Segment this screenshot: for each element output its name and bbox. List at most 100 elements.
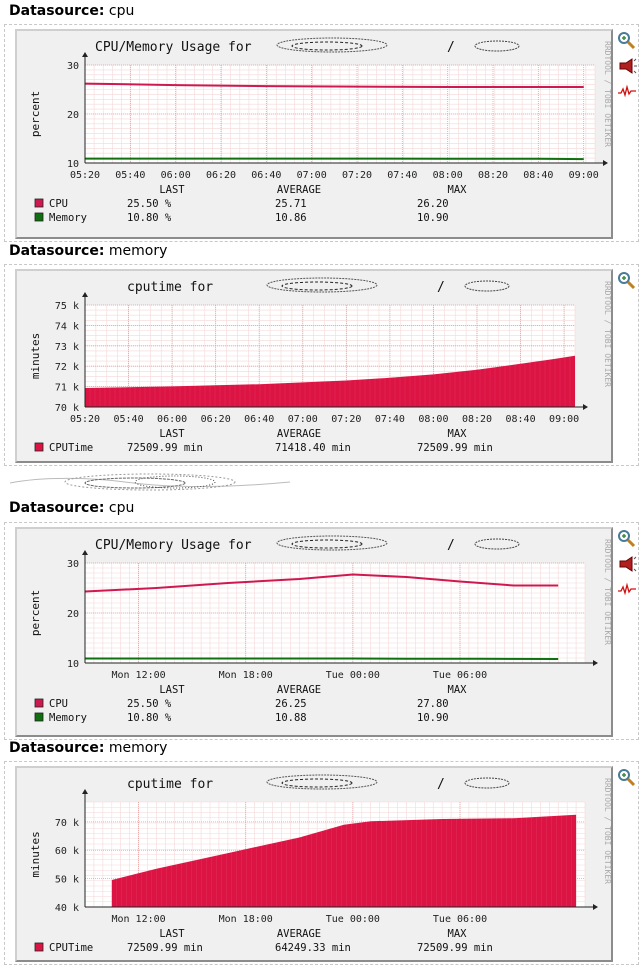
scribble bbox=[281, 281, 353, 291]
x-axis-arrow bbox=[603, 160, 608, 166]
y-axis-arrow bbox=[82, 52, 88, 57]
y-axis-arrow bbox=[82, 789, 88, 794]
x-tick-label: Tue 00:00 bbox=[326, 670, 380, 681]
y-tick-label: 10 bbox=[67, 159, 79, 170]
y-tick-label: 75 k bbox=[55, 301, 79, 312]
scribble bbox=[291, 41, 363, 51]
zoom-icon[interactable] bbox=[617, 31, 637, 51]
trend-icon[interactable] bbox=[617, 579, 637, 599]
y-axis-label: minutes bbox=[29, 333, 42, 379]
trend-icon[interactable] bbox=[617, 81, 637, 101]
x-tick-label: Mon 18:00 bbox=[219, 914, 273, 925]
y-tick-label: 10 bbox=[67, 659, 79, 670]
legend-series-name: Memory bbox=[49, 212, 87, 224]
scribble bbox=[276, 535, 388, 551]
y-axis-label: percent bbox=[29, 590, 42, 636]
graph-image[interactable]: 70 k 71 k 72 k 73 k 74 k 75 k 05:20 05:40 06:00 0… bbox=[15, 269, 613, 463]
legend-last: 10.80 % bbox=[127, 212, 172, 224]
legend-header: LAST bbox=[159, 928, 185, 940]
series-line-memory bbox=[85, 657, 559, 660]
x-tick-label: 05:20 bbox=[70, 170, 100, 181]
legend-header: LAST bbox=[159, 184, 185, 196]
x-tick-label: 05:40 bbox=[114, 414, 144, 425]
legend-average: 10.88 bbox=[275, 712, 307, 724]
legend-max: 26.20 bbox=[417, 198, 449, 210]
graph-frame: 10 20 30 Mon 12:00 Mon 18:00 Tue 00:00 Tue 06:… bbox=[4, 522, 639, 740]
x-tick-label: 06:40 bbox=[251, 170, 281, 181]
x-tick-label: 08:20 bbox=[462, 414, 492, 425]
scribble bbox=[464, 777, 510, 789]
y-tick-label: 20 bbox=[67, 110, 79, 121]
legend-header: MAX bbox=[448, 428, 468, 440]
chart-title: CPU/Memory Usage for bbox=[95, 40, 252, 55]
chart-svg: 10 20 30 05:20 05:40 06:00 06:20 06:40 07:00 07:2… bbox=[29, 37, 612, 224]
y-tick-label: 72 k bbox=[55, 362, 79, 373]
legend-last: 25.50 % bbox=[127, 198, 172, 210]
x-tick-label: 08:20 bbox=[478, 170, 508, 181]
x-axis-arrow bbox=[593, 904, 598, 910]
graph-image[interactable]: 10 20 30 05:20 05:40 06:00 06:20 06:40 07:00 07:2… bbox=[15, 29, 613, 239]
zoom-icon[interactable] bbox=[617, 529, 637, 549]
y-tick-label: 30 bbox=[67, 61, 79, 72]
title-separator: / bbox=[447, 40, 455, 55]
x-tick-label: 08:40 bbox=[523, 170, 553, 181]
legend-max: 27.80 bbox=[417, 698, 449, 710]
chart-svg: 70 k 71 k 72 k 73 k 74 k 75 k 05:20 05:40 06:00 0… bbox=[29, 277, 612, 454]
x-tick-label: Tue 06:00 bbox=[433, 914, 487, 925]
chart-svg: 10 20 30 Mon 12:00 Mon 18:00 Tue 00:00 Tue 06:… bbox=[29, 535, 612, 724]
megaphone-icon[interactable] bbox=[617, 554, 637, 574]
x-tick-label: 06:20 bbox=[206, 170, 236, 181]
title-separator: / bbox=[437, 280, 445, 295]
legend-header: MAX bbox=[448, 928, 468, 940]
scribble bbox=[464, 280, 510, 292]
legend-series-name: CPUTime bbox=[49, 442, 93, 454]
scribble bbox=[474, 40, 520, 52]
x-tick-label: 07:00 bbox=[297, 170, 327, 181]
x-tick-label: 06:20 bbox=[201, 414, 231, 425]
legend-swatch-cputime bbox=[34, 942, 44, 952]
x-tick-label: Mon 12:00 bbox=[111, 914, 165, 925]
legend-header: AVERAGE bbox=[277, 928, 321, 940]
graph-image[interactable]: 10 20 30 Mon 12:00 Mon 18:00 Tue 00:00 Tue 06:… bbox=[15, 527, 613, 737]
y-tick-label: 20 bbox=[67, 609, 79, 620]
graph-frame: 70 k 71 k 72 k 73 k 74 k 75 k 05:20 05:40 06:00 0… bbox=[4, 264, 639, 466]
y-tick-label: 30 bbox=[67, 559, 79, 570]
x-tick-label: 05:40 bbox=[115, 170, 145, 181]
x-tick-label: 07:40 bbox=[375, 414, 405, 425]
x-axis-arrow bbox=[583, 404, 588, 410]
redacted-host-in-title: / bbox=[276, 535, 520, 553]
zoom-icon[interactable] bbox=[617, 768, 637, 788]
zoom-icon[interactable] bbox=[617, 271, 637, 291]
series-area-cputime bbox=[111, 814, 577, 907]
redacted-host-in-title: / bbox=[266, 277, 510, 295]
legend-swatch-cpu bbox=[34, 698, 44, 708]
x-tick-label: 08:00 bbox=[418, 414, 448, 425]
legend-swatch-memory bbox=[34, 712, 44, 722]
legend-max: 10.90 bbox=[417, 712, 449, 724]
graph-image[interactable]: 40 k 50 k 60 k 70 k Mon 12:00 Mon 18:00 Tue 00… bbox=[15, 766, 613, 962]
x-tick-label: 07:00 bbox=[288, 414, 318, 425]
scribble bbox=[276, 37, 388, 53]
legend-last: 72509.99 min bbox=[127, 442, 203, 454]
redacted-hostname bbox=[9, 473, 291, 491]
y-tick-label: 70 k bbox=[55, 818, 79, 829]
x-tick-label: 07:20 bbox=[331, 414, 361, 425]
x-tick-label: 06:00 bbox=[157, 414, 187, 425]
legend-header: MAX bbox=[448, 184, 468, 196]
x-tick-label: Tue 00:00 bbox=[326, 914, 380, 925]
legend-last: 25.50 % bbox=[127, 698, 172, 710]
legend-series-name: CPUTime bbox=[49, 942, 93, 954]
x-tick-label: 06:40 bbox=[244, 414, 274, 425]
megaphone-icon[interactable] bbox=[617, 56, 637, 76]
graph-frame: 10 20 30 05:20 05:40 06:00 06:20 06:40 07:00 07:2… bbox=[4, 24, 639, 242]
y-tick-label: 60 k bbox=[55, 846, 79, 857]
datasource-label: Datasource: memory bbox=[9, 740, 168, 756]
rrdtool-watermark: RRDTOOL / TOBI OETIKER bbox=[603, 778, 612, 884]
legend-average: 25.71 bbox=[275, 198, 307, 210]
chart-title: cputime for bbox=[127, 777, 213, 792]
y-tick-label: 74 k bbox=[55, 321, 79, 332]
x-tick-label: 08:00 bbox=[433, 170, 463, 181]
redacted-host-in-title: / bbox=[266, 774, 510, 792]
chart-title: CPU/Memory Usage for bbox=[95, 538, 252, 553]
legend-header: LAST bbox=[159, 684, 185, 696]
